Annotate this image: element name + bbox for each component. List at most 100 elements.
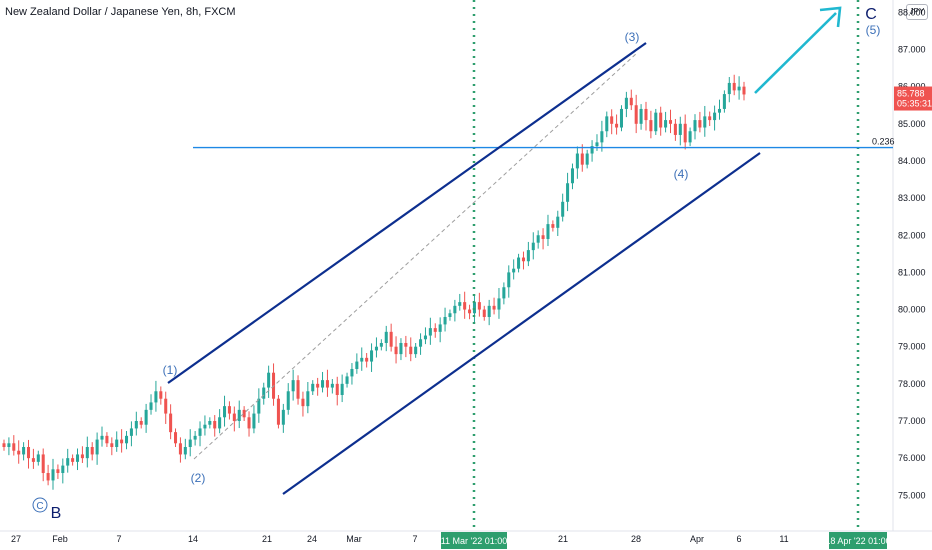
candle-body	[237, 409, 241, 421]
target-arrow-line[interactable]	[754, 12, 837, 94]
wave-label-three: (3)	[625, 30, 640, 44]
candle-body	[22, 447, 26, 455]
candle-body	[252, 413, 256, 429]
candle-body	[570, 168, 574, 184]
candle-body	[124, 435, 129, 444]
candle-body	[120, 439, 124, 444]
candle-body	[477, 302, 481, 310]
candle-body	[2, 443, 6, 448]
channel-upper-line[interactable]	[167, 42, 647, 384]
candle-body	[433, 328, 437, 332]
chart-title: New Zealand Dollar / Japanese Yen, 8h, F…	[5, 6, 236, 18]
candle-body	[286, 391, 290, 410]
candle-body	[394, 346, 398, 355]
candle-body	[257, 398, 261, 414]
candle-body	[507, 272, 511, 288]
candle-body	[95, 439, 99, 455]
candle-body	[134, 421, 138, 429]
price-tick-label: 81.000	[898, 267, 926, 277]
wave-dashed-connector[interactable]	[193, 52, 638, 460]
candle-body	[232, 413, 236, 421]
time-tick-label: 6	[736, 534, 741, 544]
chart-background	[0, 0, 932, 532]
candle-body	[223, 406, 227, 418]
candle-body	[717, 108, 722, 113]
drawings: 0.236(1)(2)(3)(4)(5)CBC	[32, 0, 895, 531]
candle-body	[46, 473, 50, 481]
candle-body	[129, 428, 133, 436]
candle-body	[203, 424, 207, 429]
candle-body	[193, 435, 197, 440]
candle-body	[521, 257, 525, 262]
candle-body	[379, 342, 383, 347]
candle-body	[61, 465, 65, 474]
candle-body	[566, 183, 570, 202]
candle-body	[276, 398, 280, 425]
currency-badge[interactable]: JPY	[906, 4, 928, 20]
candle-body	[213, 421, 217, 429]
candle-body	[492, 305, 496, 310]
time-tick-label: 7	[412, 534, 417, 544]
candle-body	[169, 413, 173, 433]
candle-body	[732, 82, 736, 91]
candle-body	[281, 409, 285, 425]
candle-body	[164, 398, 168, 414]
axes: 88.00087.00086.00085.00084.00083.00082.0…	[11, 7, 932, 549]
time-tick-label: 21	[262, 534, 272, 544]
price-tick-label: 83.000	[898, 193, 926, 203]
wave-label-two: (2)	[191, 471, 206, 485]
wave-label-five: (5)	[866, 23, 881, 37]
candle-body	[311, 383, 315, 392]
date-badge-bg[interactable]	[441, 532, 507, 549]
candle-body	[41, 454, 45, 474]
candle-body	[585, 153, 589, 165]
price-tick-label: 77.000	[898, 416, 926, 426]
candle-body	[468, 309, 472, 314]
time-tick-label: 28	[631, 534, 641, 544]
date-badge-bg[interactable]	[829, 532, 887, 549]
channel-lower-line[interactable]	[282, 152, 761, 495]
candle-body	[178, 443, 182, 455]
candle-body	[644, 108, 648, 121]
candle-body	[183, 447, 187, 455]
candle-body	[419, 339, 423, 347]
candle-body	[316, 383, 320, 388]
candle-body	[7, 443, 11, 448]
candle-body	[659, 112, 663, 128]
time-tick-label: 14	[188, 534, 198, 544]
candle-body	[629, 97, 633, 106]
candle-body	[605, 116, 609, 132]
candle-body	[703, 116, 707, 128]
candle-body	[600, 131, 604, 143]
last-price-tag[interactable]	[894, 86, 932, 111]
wave-label-wave_b: B	[51, 505, 62, 522]
price-tick-label: 76.000	[898, 453, 926, 463]
candle-body	[423, 335, 427, 340]
candle-body	[100, 435, 104, 440]
price-tick-label: 75.000	[898, 490, 926, 500]
candle-body	[580, 153, 584, 165]
price-tick-label: 84.000	[898, 156, 926, 166]
candle-body	[301, 398, 305, 407]
candle-body	[634, 105, 638, 124]
candle-body	[365, 357, 369, 362]
candle-body	[262, 387, 266, 399]
price-tick-label: 79.000	[898, 342, 926, 352]
date-badge-label: 18 Apr '22 01:00	[825, 536, 890, 546]
candle-body	[497, 298, 501, 310]
candle-body	[742, 86, 746, 95]
candle-body	[678, 123, 682, 135]
candle-body	[218, 417, 222, 429]
candle-body	[561, 201, 565, 217]
candle-body	[546, 224, 550, 239]
candle-body	[105, 435, 109, 444]
candle-body	[188, 439, 192, 448]
time-tick-label: Apr	[690, 534, 704, 544]
time-tick-label: 11	[779, 534, 788, 544]
candle-body	[325, 380, 329, 388]
candle-body	[698, 120, 702, 128]
last-price-value: 85.788	[897, 89, 925, 99]
price-tick-label: 82.000	[898, 230, 926, 240]
candle-body	[31, 458, 35, 462]
